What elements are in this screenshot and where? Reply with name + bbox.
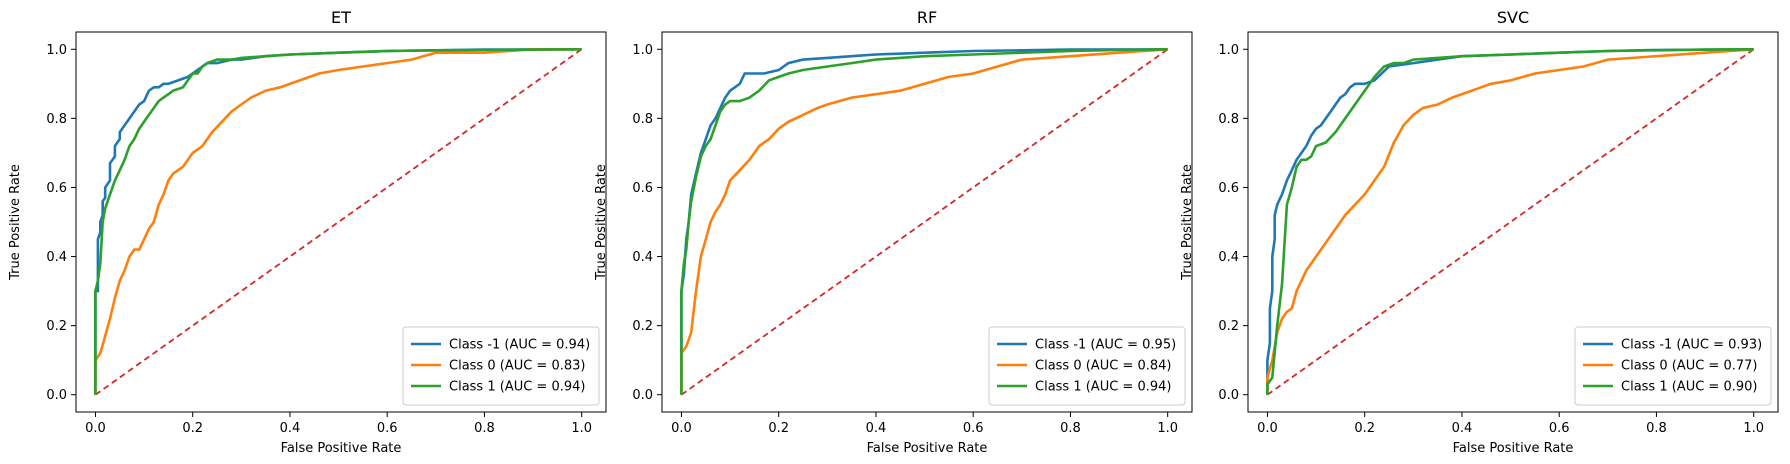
- y-axis-label: True Positive Rate: [594, 164, 609, 281]
- legend-label: Class 0 (AUC = 0.77): [1621, 359, 1757, 374]
- legend-label: Class -1 (AUC = 0.94): [449, 338, 590, 353]
- panel-title: RF: [917, 8, 937, 27]
- panel-title: SVC: [1497, 8, 1529, 27]
- y-tick-label: 0.4: [632, 250, 653, 265]
- axes-frame: [75, 31, 607, 413]
- x-tick-label: 1.0: [1157, 421, 1178, 436]
- x-tick-label: 0.2: [1354, 421, 1375, 436]
- legend-label: Class 1 (AUC = 0.94): [449, 380, 585, 395]
- roc-curve-2: [680, 48, 1168, 395]
- roc-panel-et: ET 0.0 0.2 0.4 0.6 0.8 1.0 0.0 0.2 0.4 0.6 0.8 1.0 Fa…: [8, 8, 607, 456]
- x-tick-label: 0.4: [866, 421, 887, 436]
- y-tick-label: 0.2: [632, 319, 653, 334]
- y-tick-label: 0.8: [46, 112, 67, 127]
- legend-label: Class -1 (AUC = 0.95): [1035, 338, 1176, 353]
- axes-frame: [661, 31, 1193, 413]
- x-tick-label: 0.6: [1549, 421, 1570, 436]
- legend: Class -1 (AUC = 0.95) Class 0 (AUC = 0.84…: [988, 326, 1186, 406]
- y-tick-label: 0.0: [1218, 388, 1239, 403]
- y-tick-label: 0.2: [46, 319, 67, 334]
- roc-curve-1: [1266, 48, 1754, 395]
- legend-label: Class -1 (AUC = 0.93): [1621, 338, 1762, 353]
- axes-frame: [1247, 31, 1779, 413]
- x-tick-label: 0.8: [1060, 421, 1081, 436]
- y-tick-label: 0.0: [632, 388, 653, 403]
- legend-label: Class 1 (AUC = 0.94): [1035, 380, 1171, 395]
- roc-curve-2: [94, 48, 582, 395]
- x-tick-label: 0.4: [280, 421, 301, 436]
- roc-curve-1: [94, 47, 582, 395]
- x-tick-label: 1.0: [571, 421, 592, 436]
- legend: Class -1 (AUC = 0.94) Class 0 (AUC = 0.83…: [402, 326, 600, 406]
- y-tick-label: 0.6: [632, 181, 653, 196]
- x-tick-label: 0.4: [1452, 421, 1473, 436]
- x-tick-label: 0.0: [85, 421, 106, 436]
- x-axis-label: False Positive Rate: [867, 441, 988, 456]
- x-axis-label: False Positive Rate: [281, 441, 402, 456]
- x-axis-label: False Positive Rate: [1453, 441, 1574, 456]
- y-tick-label: 0.4: [1218, 250, 1239, 265]
- y-tick-label: 1.0: [1218, 43, 1239, 58]
- y-tick-label: 0.0: [46, 388, 67, 403]
- y-tick-label: 0.2: [1218, 319, 1239, 334]
- y-tick-label: 0.8: [1218, 112, 1239, 127]
- legend-label: Class 0 (AUC = 0.84): [1035, 359, 1171, 374]
- x-tick-label: 0.8: [1646, 421, 1667, 436]
- panel-title: ET: [331, 8, 351, 27]
- y-tick-label: 1.0: [46, 43, 67, 58]
- x-tick-label: 1.0: [1743, 421, 1764, 436]
- x-tick-label: 0.2: [768, 421, 789, 436]
- roc-curve-2: [1266, 48, 1754, 395]
- x-tick-label: 0.6: [377, 421, 398, 436]
- y-axis-label: True Positive Rate: [8, 164, 23, 281]
- x-tick-label: 0.0: [1257, 421, 1278, 436]
- roc-curve-0: [1266, 48, 1754, 395]
- x-tick-label: 0.6: [963, 421, 984, 436]
- x-tick-label: 0.2: [182, 421, 203, 436]
- y-tick-label: 0.6: [1218, 181, 1239, 196]
- y-tick-label: 0.6: [46, 181, 67, 196]
- y-tick-label: 0.4: [46, 250, 67, 265]
- x-tick-label: 0.8: [474, 421, 495, 436]
- roc-panel-rf: RF 0.0 0.2 0.4 0.6 0.8 1.0 0.0 0.2 0.4 0.6 0.8 1.0 Fa…: [594, 8, 1193, 456]
- legend-label: Class 1 (AUC = 0.90): [1621, 380, 1757, 395]
- legend-label: Class 0 (AUC = 0.83): [449, 359, 585, 374]
- y-tick-label: 0.8: [632, 112, 653, 127]
- roc-curve-1: [680, 48, 1168, 395]
- legend: Class -1 (AUC = 0.93) Class 0 (AUC = 0.77…: [1574, 326, 1772, 406]
- roc-panel-svc: SVC 0.0 0.2 0.4 0.6 0.8 1.0 0.0 0.2 0.4 0.6 0.8 1.0 F…: [1180, 8, 1779, 456]
- x-tick-label: 0.0: [671, 421, 692, 436]
- y-axis-label: True Positive Rate: [1180, 164, 1195, 281]
- y-tick-label: 1.0: [632, 43, 653, 58]
